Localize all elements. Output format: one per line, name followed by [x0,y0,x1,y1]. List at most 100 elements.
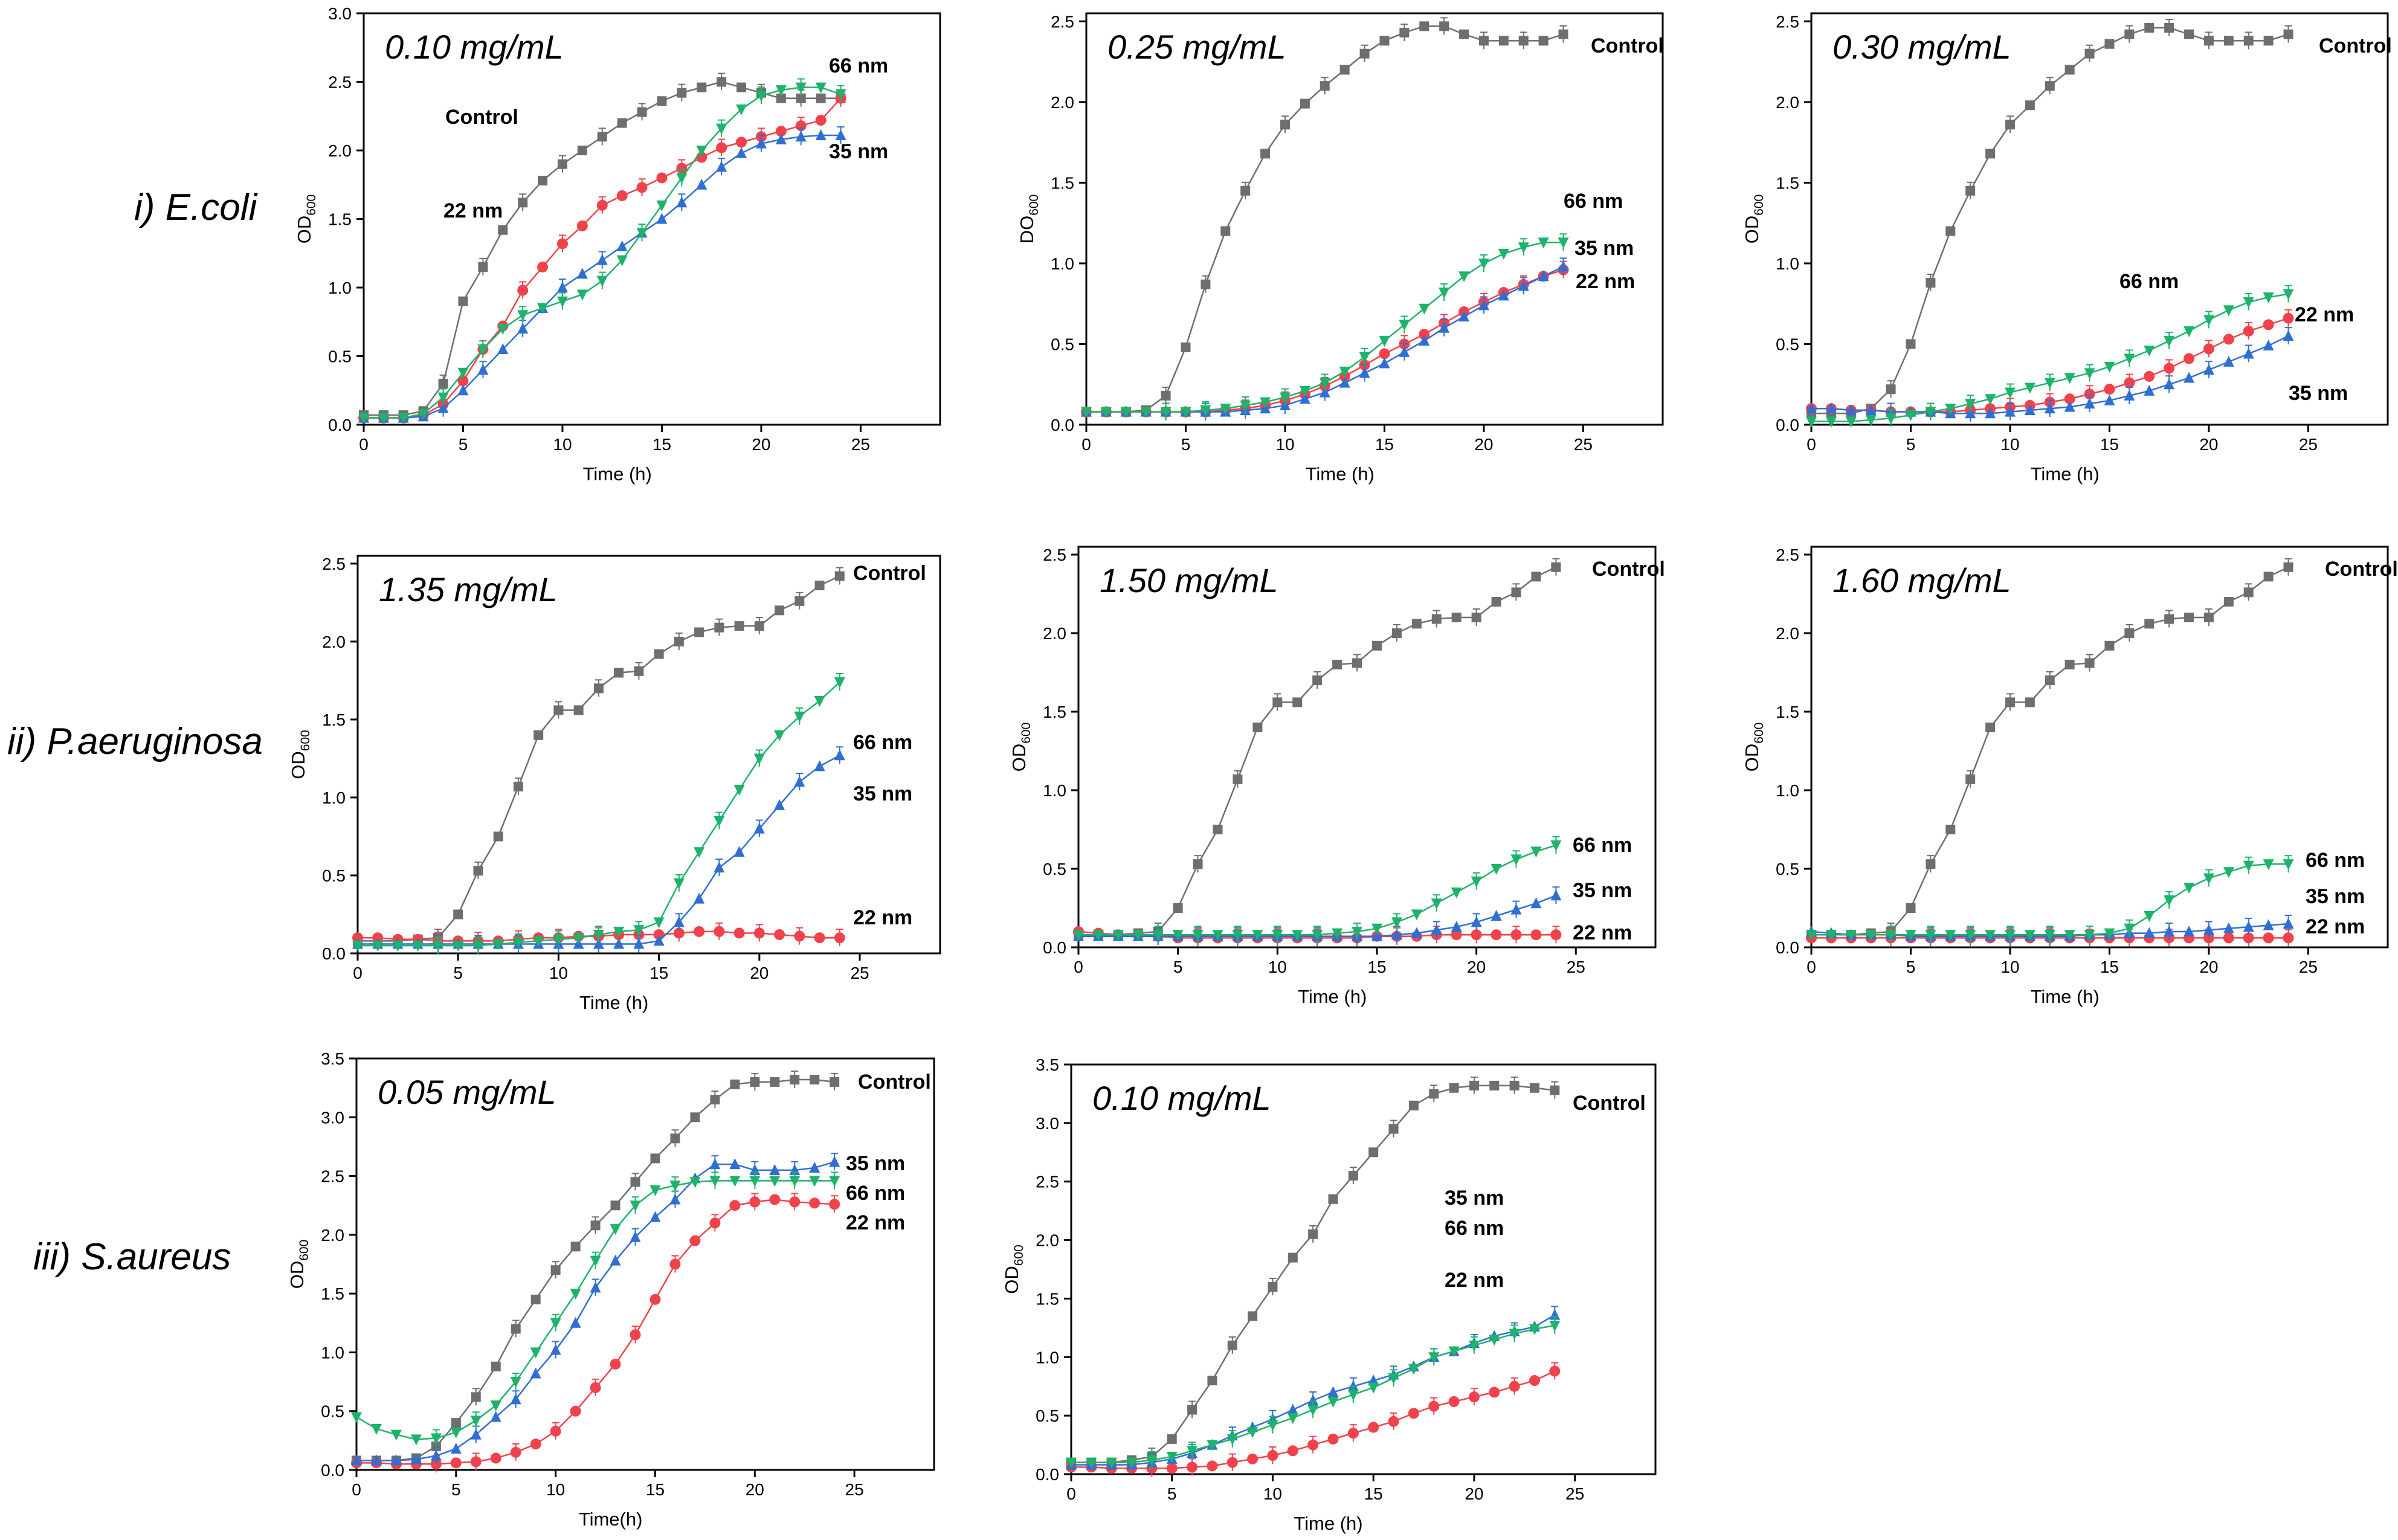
data-point [1307,1405,1319,1416]
data-point [2203,364,2214,375]
data-point [2004,387,2016,399]
data-point [351,1454,362,1466]
data-point [2223,305,2234,317]
data-point [1905,410,1916,421]
data-point [1498,36,1509,46]
data-point [694,627,704,637]
data-point [1299,385,1310,397]
data-point [814,932,825,944]
data-point [674,636,684,646]
data-point [1468,1340,1480,1352]
data-point [1471,916,1482,927]
data-point [790,1075,800,1085]
data-point [2164,336,2175,347]
x-tick-label: 20 [2199,958,2218,976]
x-tick-label: 5 [1181,435,1191,454]
data-point [491,1361,501,1371]
data-point [1478,36,1489,46]
data-point [770,1077,780,1087]
x-axis-label: Time (h) [2031,463,2100,485]
data-point [1549,1320,1561,1332]
y-axis-label: OD600 [294,195,318,244]
data-point [749,1176,761,1187]
data-point [1320,81,1330,91]
x-tick-label: 15 [649,964,668,982]
data-point [570,1289,581,1300]
data-point [2223,36,2234,46]
data-point [734,621,744,631]
data-point [1248,1311,1258,1321]
data-point [1379,348,1390,359]
data-point [1945,226,1956,236]
data-point [1160,407,1172,418]
data-point [1220,404,1231,415]
data-point [1279,392,1291,404]
data-point [1227,1340,1237,1350]
data-point [1419,335,1430,346]
data-point [814,581,825,591]
series-35-nm [352,746,845,953]
data-point [1339,65,1350,75]
data-point [789,1176,801,1187]
data-point [2283,932,2294,944]
data-point [1428,1400,1440,1412]
data-point [2144,370,2155,382]
data-point [2243,326,2254,337]
data-point [573,933,584,944]
data-point [1232,930,1243,941]
data-point [2064,65,2075,75]
data-point [2223,932,2234,944]
x-axis-label: Time(h) [579,1509,643,1530]
series-label: 22 nm [2295,303,2354,326]
x-tick-label: 5 [1167,1484,1177,1503]
data-point [1399,346,1410,357]
data-point [709,1176,721,1187]
data-point [630,1329,641,1341]
data-point [1146,1455,1158,1466]
data-point [2084,930,2095,941]
data-point [437,392,449,404]
data-point [653,917,665,929]
data-point [2104,394,2115,405]
data-point [573,705,584,715]
data-point [755,137,767,149]
data-point [1260,149,1271,159]
data-point [610,1224,621,1236]
data-point [2064,660,2075,669]
data-point [2064,401,2075,412]
data-point [372,932,384,944]
y-tick-label: 1.5 [321,1284,344,1303]
data-point [1518,36,1529,46]
data-point [1371,930,1382,941]
data-point [697,82,707,92]
y-tick-label: 1.5 [328,210,352,229]
y-tick-label: 2.5 [321,1167,344,1186]
data-point [1252,723,1263,732]
y-tick-label: 2.5 [1043,546,1066,564]
chart-panel-2: 0 5 10 15 20 25 0.0 0.5 1.0 1.5 2.0 2.5 Time (h) DO60… [1016,12,1664,485]
y-tick-label: 1.0 [1036,1348,1059,1367]
data-point [1845,416,1857,428]
data-point [1469,1080,1479,1091]
data-point [1207,1376,1217,1386]
data-point [789,1196,801,1208]
data-point [517,323,529,334]
y-axis-label: DO600 [1016,195,1041,244]
series-66-nm [1081,233,1569,420]
y-tick-label: 0.0 [1043,938,1066,957]
y-tick-label: 0.5 [1043,860,1066,878]
data-point [1925,407,1936,418]
data-point [538,175,548,185]
y-tick-label: 3.5 [1036,1055,1059,1074]
data-point [2184,926,2195,936]
data-point [1408,1364,1419,1375]
data-point [518,198,528,208]
x-tick-label: 5 [1173,958,1183,976]
data-point [677,88,687,98]
data-point [2203,36,2214,46]
data-point [1240,400,1251,411]
data-point [716,142,727,153]
y-tick-label: 1.0 [1776,254,1799,273]
data-point [815,129,827,141]
x-tick-label: 0 [1807,958,1816,976]
